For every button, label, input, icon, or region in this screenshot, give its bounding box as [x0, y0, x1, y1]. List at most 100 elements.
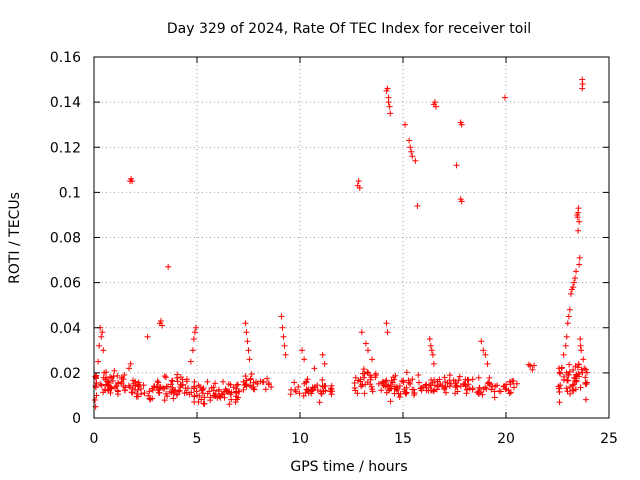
data-point	[108, 374, 115, 381]
data-point	[111, 367, 118, 374]
data-point	[367, 376, 374, 383]
data-point	[384, 329, 391, 336]
data-point	[278, 313, 285, 320]
data-point	[146, 395, 153, 402]
data-point	[242, 320, 249, 327]
data-point	[129, 389, 136, 396]
data-point	[161, 373, 168, 380]
data-point	[475, 374, 482, 381]
data-point	[574, 214, 581, 221]
data-point	[496, 388, 503, 395]
data-point	[416, 379, 423, 386]
data-point	[99, 329, 106, 336]
data-point	[403, 390, 410, 397]
data-point	[95, 358, 102, 365]
data-point	[566, 361, 573, 368]
data-point	[329, 388, 336, 395]
data-point	[500, 383, 507, 390]
data-point	[228, 389, 235, 396]
data-point	[308, 390, 315, 397]
data-point	[486, 374, 493, 381]
data-point	[114, 372, 121, 379]
data-point	[558, 365, 565, 372]
data-point	[442, 389, 449, 396]
data-point	[372, 372, 379, 379]
data-point	[170, 395, 177, 402]
data-point	[570, 387, 577, 394]
x-tick-label: 20	[497, 431, 515, 447]
data-point	[400, 377, 407, 384]
data-point	[582, 374, 589, 381]
data-point	[435, 383, 442, 390]
data-point	[574, 364, 581, 371]
data-point	[134, 381, 141, 388]
data-point	[126, 384, 133, 391]
data-point	[196, 392, 203, 399]
data-point	[190, 336, 197, 343]
data-point	[182, 385, 189, 392]
data-point	[560, 351, 567, 358]
data-point	[232, 399, 239, 406]
data-point	[104, 378, 111, 385]
data-point	[191, 393, 198, 400]
data-point	[187, 358, 194, 365]
data-point	[359, 370, 366, 377]
x-tick-label: 5	[193, 431, 202, 447]
data-point	[199, 390, 206, 397]
data-point	[410, 386, 417, 393]
data-point	[454, 383, 461, 390]
data-point	[112, 384, 119, 391]
data-point	[582, 396, 589, 403]
data-point	[378, 387, 385, 394]
data-point	[563, 385, 570, 392]
data-point	[299, 347, 306, 354]
data-point	[314, 387, 321, 394]
data-point	[174, 378, 181, 385]
data-point	[97, 381, 104, 388]
plot-frame	[93, 56, 610, 419]
data-point	[469, 376, 476, 383]
data-point	[149, 385, 156, 392]
data-point	[356, 184, 363, 191]
data-point	[130, 377, 137, 384]
data-point	[300, 392, 307, 399]
data-point	[103, 369, 110, 376]
data-point	[402, 121, 409, 128]
data-point	[396, 394, 403, 401]
data-point	[575, 227, 582, 234]
data-point	[482, 351, 489, 358]
data-point	[179, 381, 186, 388]
data-point	[147, 396, 154, 403]
data-point	[316, 399, 323, 406]
data-point	[457, 383, 464, 390]
data-point	[233, 382, 240, 389]
data-point	[380, 378, 387, 385]
data-point	[243, 377, 250, 384]
data-point	[168, 377, 175, 384]
data-point	[529, 366, 536, 373]
data-point	[428, 347, 435, 354]
data-point	[469, 386, 476, 393]
data-point	[577, 384, 584, 391]
data-point	[314, 382, 321, 389]
data-point	[428, 387, 435, 394]
data-point	[98, 333, 105, 340]
data-point	[458, 198, 465, 205]
data-point	[383, 320, 390, 327]
data-point	[430, 360, 437, 367]
data-point	[576, 218, 583, 225]
data-point	[557, 370, 564, 377]
data-point	[191, 378, 198, 385]
data-point	[173, 391, 180, 398]
data-point	[319, 376, 326, 383]
data-point	[282, 351, 289, 358]
x-tick-label: 15	[394, 431, 412, 447]
data-point	[140, 382, 147, 389]
data-point	[385, 382, 392, 389]
data-point	[243, 329, 250, 336]
data-point	[388, 377, 395, 384]
data-point	[570, 366, 577, 373]
data-point	[573, 268, 580, 275]
data-point	[355, 178, 362, 185]
data-point	[429, 351, 436, 358]
